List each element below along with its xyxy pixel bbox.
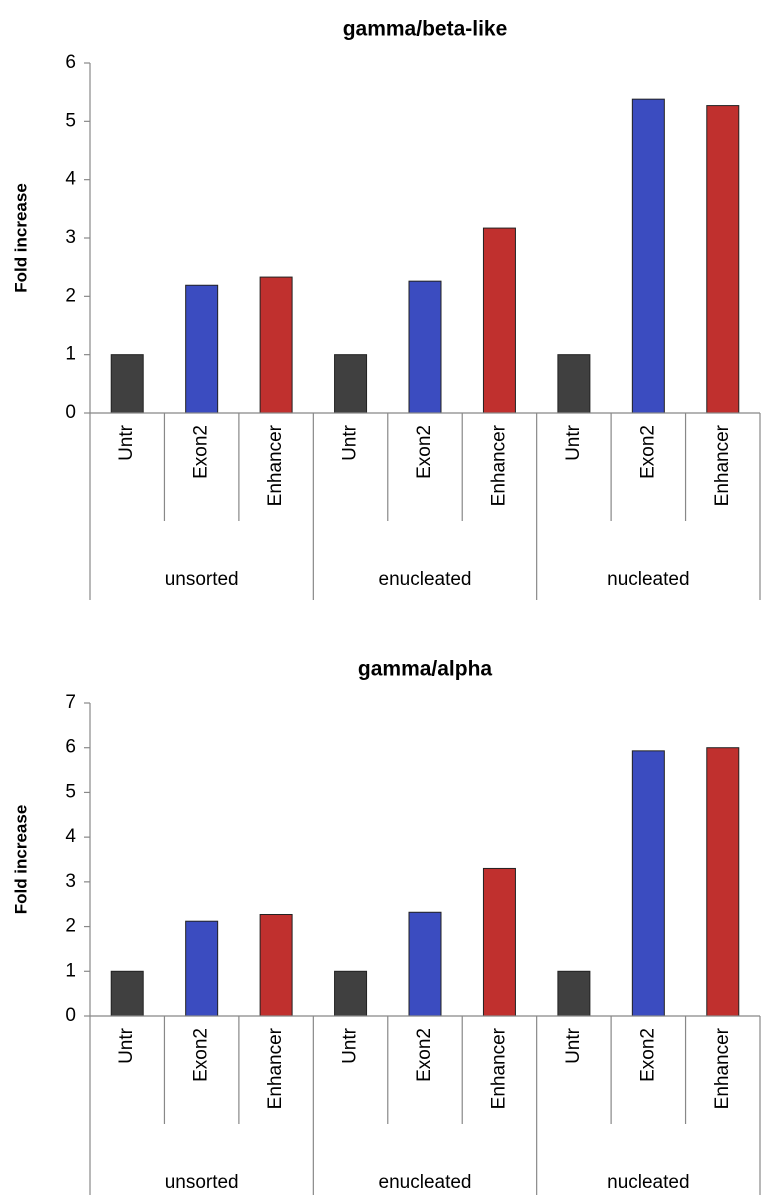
x-tick-label: Enhancer — [712, 1027, 733, 1109]
bar — [110, 970, 144, 1017]
chart-title: gamma/alpha — [358, 658, 493, 681]
x-tick-label: Exon2 — [414, 1028, 435, 1082]
y-tick-label: 7 — [65, 692, 76, 713]
bar — [408, 911, 442, 1017]
x-tick-label: Untr — [116, 1027, 137, 1064]
x-tick-label: Untr — [563, 1027, 584, 1064]
y-tick-label: 0 — [65, 1005, 76, 1026]
bar — [557, 970, 591, 1017]
y-axis-label: Fold increase — [11, 183, 30, 293]
bar — [482, 867, 516, 1017]
bar — [110, 354, 144, 414]
y-tick-label: 4 — [65, 169, 76, 190]
bar — [334, 354, 368, 414]
y-tick-label: 6 — [65, 52, 76, 73]
y-tick-label: 2 — [65, 285, 76, 306]
group-label: nucleated — [607, 1172, 689, 1193]
x-tick-label: Enhancer — [488, 1027, 509, 1109]
bar — [631, 750, 665, 1017]
x-tick-label: Exon2 — [191, 425, 212, 479]
x-tick-label: Untr — [340, 1027, 361, 1064]
bar — [631, 98, 665, 414]
x-tick-label: Untr — [340, 424, 361, 461]
y-tick-label: 2 — [65, 916, 76, 937]
chart-title: gamma/beta-like — [343, 18, 508, 41]
y-tick-label: 6 — [65, 737, 76, 758]
x-tick-label: Untr — [116, 424, 137, 461]
group-label: enucleated — [379, 569, 472, 590]
y-tick-label: 3 — [65, 227, 76, 248]
y-tick-label: 5 — [65, 110, 76, 131]
bar — [482, 227, 516, 414]
x-tick-label: Exon2 — [637, 425, 658, 479]
x-tick-label: Untr — [563, 424, 584, 461]
y-tick-label: 4 — [65, 826, 76, 847]
bar — [185, 920, 219, 1017]
x-tick-label: Enhancer — [488, 424, 509, 506]
x-tick-label: Exon2 — [414, 425, 435, 479]
bar — [408, 280, 442, 414]
group-label: enucleated — [379, 1172, 472, 1193]
bar — [557, 354, 591, 414]
bar — [334, 970, 368, 1017]
y-tick-label: 1 — [65, 344, 76, 365]
group-label: unsorted — [165, 569, 239, 590]
x-tick-label: Enhancer — [265, 424, 286, 506]
bar — [706, 105, 740, 414]
bar — [185, 284, 219, 414]
x-tick-label: Exon2 — [191, 1028, 212, 1082]
bar — [259, 913, 293, 1017]
y-tick-label: 5 — [65, 781, 76, 802]
bar — [706, 747, 740, 1017]
y-axis-label: Fold increase — [11, 805, 30, 915]
y-tick-label: 1 — [65, 960, 76, 981]
x-tick-label: Exon2 — [637, 1028, 658, 1082]
x-tick-label: Enhancer — [712, 424, 733, 506]
bar — [259, 276, 293, 414]
group-label: unsorted — [165, 1172, 239, 1193]
y-tick-label: 3 — [65, 871, 76, 892]
y-tick-label: 0 — [65, 402, 76, 423]
x-tick-label: Enhancer — [265, 1027, 286, 1109]
group-label: nucleated — [607, 569, 689, 590]
